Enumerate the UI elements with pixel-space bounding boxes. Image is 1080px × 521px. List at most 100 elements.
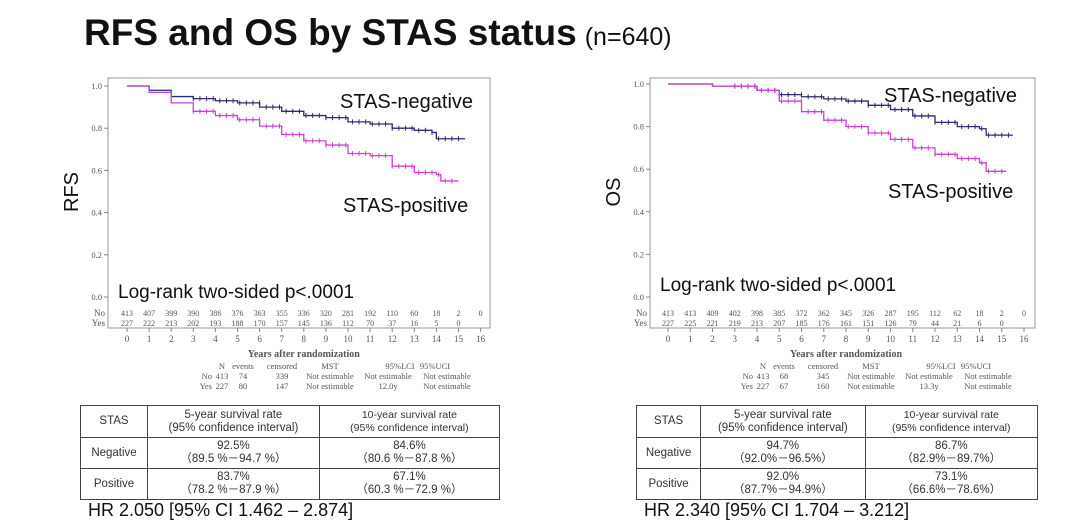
y-tick-label: 0.0 <box>91 292 102 302</box>
summary-header: events <box>232 361 254 371</box>
at-risk-count: 185 <box>796 319 808 328</box>
survival-rate-table: STAS 5-year survival rate (95% confidence … <box>79 405 501 500</box>
x-tick-label: 15 <box>454 334 464 344</box>
x-tick-label: 9 <box>324 334 329 344</box>
at-risk-count: 145 <box>298 319 310 328</box>
at-risk-count: 18 <box>976 309 984 318</box>
summary-cell: Yes <box>741 381 753 391</box>
at-risk-count: 110 <box>386 309 398 318</box>
at-risk-count: 336 <box>298 309 310 318</box>
summary-cell: 339 <box>276 371 289 381</box>
x-tick-label: 8 <box>302 334 307 344</box>
at-risk-count: 413 <box>684 309 696 318</box>
y-tick-label: 0.4 <box>633 207 644 217</box>
header-5yr-title: 5-year survival rate <box>184 408 283 421</box>
ci-10yr: （60.3 %－72.9 %） <box>356 484 463 496</box>
y-tick-label: 1.0 <box>91 81 102 91</box>
cell-5yr: 92.0% （87.7%－94.9%） <box>700 468 866 500</box>
summary-header: events <box>773 361 795 371</box>
x-tick-label: 2 <box>710 334 715 344</box>
table-row: Positive 83.7% （78.2 %－87.9 %） 67.1% （60.3 %… <box>79 468 501 500</box>
at-risk-count: 6 <box>978 319 982 328</box>
at-risk-count: 372 <box>796 309 808 318</box>
x-tick-label: 14 <box>975 334 985 344</box>
header-10yr-title: 10-year survival rate <box>361 408 457 421</box>
at-risk-count: 213 <box>165 319 177 328</box>
at-risk-count: 407 <box>143 309 155 318</box>
summary-cell: Yes <box>200 381 212 391</box>
rate-10yr: 84.6% <box>393 440 426 452</box>
y-axis-label: RFS <box>61 172 83 212</box>
y-tick-label: 0.6 <box>91 165 102 175</box>
at-risk-count: 44 <box>931 319 939 328</box>
summary-cell: 413 <box>757 371 770 381</box>
at-risk-count: 2 <box>1000 309 1004 318</box>
summary-cell: 345 <box>817 371 830 381</box>
km-chart-rfs: 0.0 0.2 0.4 0.6 0.8 1.0 RFS STAS-negative STAS-p… <box>61 77 491 391</box>
hazard-ratio: HR 2.050 [95% CI 1.462 – 2.874] <box>88 500 354 520</box>
at-risk-count: 376 <box>232 309 244 318</box>
x-tick-label: 12 <box>388 334 397 344</box>
cell-10yr: 84.6% （80.6 %－87.8 %） <box>318 437 501 469</box>
ci-10yr: （82.9%－89.7%） <box>901 453 1002 465</box>
at-risk-count: 320 <box>320 309 332 318</box>
cell-5yr: 94.7% （92.0%－96.5%） <box>700 437 866 469</box>
ci-5yr: （78.2 %－87.9 %） <box>180 484 287 496</box>
rate-5yr: 92.0% <box>766 471 800 483</box>
at-risk-count: 112 <box>342 319 354 328</box>
summary-header: censored <box>808 361 839 371</box>
x-tick-label: 4 <box>755 334 760 344</box>
x-tick-label: 9 <box>866 334 871 344</box>
x-tick-label: 13 <box>953 334 963 344</box>
y-tick-label: 0.4 <box>91 208 102 218</box>
rate-10yr: 73.1% <box>934 471 968 483</box>
x-tick-label: 5 <box>777 334 782 344</box>
at-risk-count: 227 <box>662 319 674 328</box>
at-risk-count: 355 <box>276 309 288 318</box>
header-5yr: 5-year survival rate (95% confidence inte… <box>147 405 320 438</box>
at-risk-count: 399 <box>165 309 177 318</box>
logrank-annotation: Log-rank two-sided p<.0001 <box>660 275 896 296</box>
at-risk-count: 188 <box>232 319 244 328</box>
row-label: Negative <box>79 437 149 469</box>
x-axis-label: Years after randomization <box>790 349 902 360</box>
x-tick-label: 1 <box>688 334 693 344</box>
summary-cell: 12.0y <box>378 381 398 391</box>
at-risk-count: 225 <box>684 319 696 328</box>
hazard-ratio: HR 2.340 [95% CI 1.704 – 3.212] <box>644 500 910 520</box>
header-5yr-ci: (95% confidence interval) <box>717 421 848 434</box>
summary-cell: 160 <box>817 381 830 391</box>
rate-10yr: 67.1% <box>393 471 426 483</box>
at-risk-count: 413 <box>121 309 133 318</box>
x-tick-label: 11 <box>366 334 375 344</box>
summary-header: 95%UCI <box>420 361 450 371</box>
header-stas: STAS <box>635 405 702 438</box>
cell-10yr: 67.1% （60.3 %－72.9 %） <box>318 468 501 500</box>
x-tick-label: 6 <box>799 334 804 344</box>
header-5yr: 5-year survival rate (95% confidence inte… <box>700 405 866 438</box>
summary-cell: 13.3y <box>919 381 939 391</box>
summary-cell: 227 <box>757 381 770 391</box>
summary-cell: Not estimable <box>905 371 953 381</box>
x-tick-label: 0 <box>666 334 671 344</box>
x-tick-label: 10 <box>344 334 354 344</box>
cell-5yr: 83.7% （78.2 %－87.9 %） <box>147 468 320 500</box>
header-10yr: 10-year survival rate (95% confidence int… <box>864 405 1039 438</box>
y-tick-label: 0.2 <box>633 249 644 259</box>
x-tick-label: 3 <box>191 334 196 344</box>
header-5yr-title: 5-year survival rate <box>733 408 832 421</box>
summary-cell: 80 <box>239 381 248 391</box>
at-risk-count: 385 <box>773 309 785 318</box>
at-risk-count: 16 <box>410 319 418 328</box>
summary-cell: Not estimable <box>364 371 412 381</box>
summary-header: N <box>760 361 766 371</box>
plot-frame <box>649 77 1036 329</box>
summary-header: 95%LCI <box>926 361 955 371</box>
at-risk-count: 0 <box>479 309 483 318</box>
at-risk-count: 192 <box>364 309 376 318</box>
cell-5yr: 92.5% （89.5 %－94.7 %） <box>147 437 320 469</box>
table-row: Positive 92.0% （87.7%－94.9%） 73.1% （66.6%－78… <box>635 468 1039 500</box>
at-risk-count: 363 <box>254 309 266 318</box>
rate-5yr: 83.7% <box>217 471 250 483</box>
header-stas: STAS <box>79 405 149 438</box>
